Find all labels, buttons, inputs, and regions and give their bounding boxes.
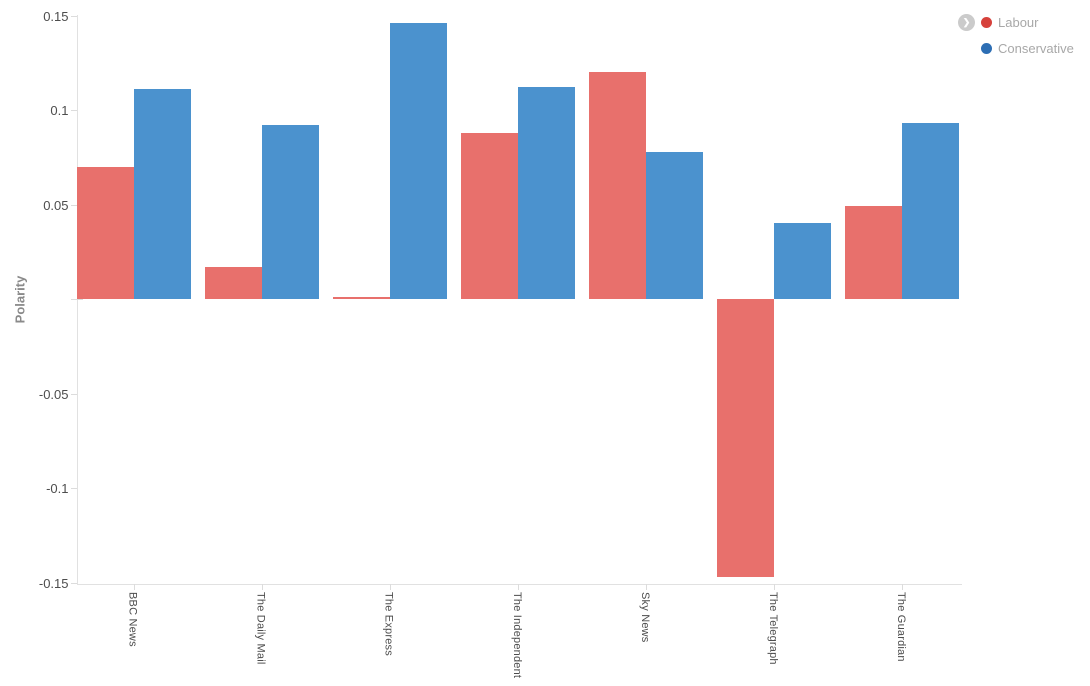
bar-labour-the-guardian[interactable] — [845, 206, 903, 299]
y-tick-mark — [70, 110, 77, 111]
legend: ❯ Labour Conservative — [958, 12, 1074, 64]
x-tick-label-sky-news: Sky News — [638, 592, 651, 643]
x-tick-label-the-guardian: The Guardian — [895, 592, 908, 662]
x-tick-label-the-independent: The Independent — [510, 592, 523, 679]
y-tick-label: -0.15 — [38, 575, 69, 591]
x-tick-mark — [774, 584, 775, 590]
legend-label-labour: Labour — [998, 14, 1039, 30]
labour-swatch-icon — [981, 16, 992, 28]
x-tick-mark — [517, 584, 519, 590]
y-tick-mark — [70, 15, 77, 17]
y-tick-mark — [70, 204, 77, 206]
bar-labour-the-independent[interactable] — [460, 132, 518, 299]
bar-labour-the-express[interactable] — [332, 297, 390, 299]
y-tick-label: 0.1 — [50, 103, 69, 118]
bar-conservative-sky-news[interactable] — [645, 151, 703, 299]
x-tick-mark — [261, 584, 263, 590]
x-tick-label-the-telegraph: The Telegraph — [767, 592, 779, 665]
x-axis-line — [76, 584, 962, 585]
y-axis-title: Polarity — [12, 275, 28, 324]
legend-row-conservative: Conservative — [958, 38, 1074, 58]
bar-labour-bbc-news[interactable] — [76, 166, 134, 299]
conservative-swatch-icon — [981, 42, 992, 54]
y-tick-mark — [70, 393, 77, 395]
legend-spacer — [958, 40, 981, 57]
x-tick-label-the-daily-mail: The Daily Mail — [254, 592, 267, 665]
chevron-right-icon[interactable]: ❯ — [958, 13, 975, 31]
legend-row-labour: ❯ Labour — [958, 12, 1074, 32]
legend-item-conservative[interactable]: Conservative — [981, 38, 1074, 58]
legend-label-conservative: Conservative — [998, 40, 1074, 56]
bar-conservative-the-daily-mail[interactable] — [261, 125, 319, 299]
bar-conservative-the-independent[interactable] — [517, 87, 575, 299]
y-tick-label: 0.05 — [43, 197, 69, 213]
bar-labour-sky-news[interactable] — [588, 72, 646, 299]
legend-item-labour[interactable]: Labour — [981, 12, 1038, 32]
y-tick-label: -0.05 — [38, 386, 69, 402]
bar-conservative-the-guardian[interactable] — [902, 123, 960, 299]
y-tick-mark — [70, 488, 77, 489]
x-tick-mark — [133, 584, 135, 590]
y-tick-mark — [70, 582, 77, 584]
y-tick-label: -0.1 — [46, 481, 69, 496]
bar-conservative-the-express[interactable] — [389, 23, 447, 299]
x-tick-label-the-express: The Express — [382, 592, 395, 656]
bar-labour-the-telegraph[interactable] — [717, 299, 774, 577]
y-tick-label: 0.15 — [43, 8, 69, 24]
x-tick-label-bbc-news: BBC News — [126, 592, 139, 647]
x-tick-mark — [902, 584, 904, 590]
x-tick-mark — [389, 584, 391, 590]
y-tick-mark-zero — [70, 299, 83, 300]
bar-conservative-bbc-news[interactable] — [133, 89, 191, 299]
bar-labour-the-daily-mail[interactable] — [204, 266, 262, 299]
bar-conservative-the-telegraph[interactable] — [774, 223, 831, 299]
x-tick-mark — [645, 584, 647, 590]
